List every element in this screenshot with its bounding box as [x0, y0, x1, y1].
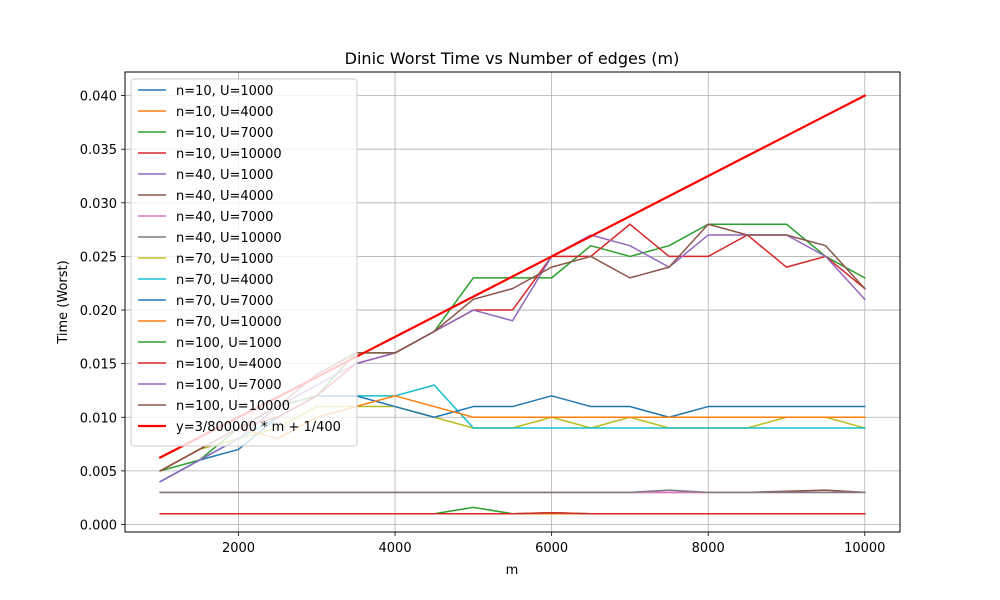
legend-label: n=40, U=1000: [176, 168, 273, 183]
legend-label: n=100, U=10000: [176, 399, 290, 414]
x-axis-label: m: [506, 563, 519, 578]
y-tick-label: 0.005: [80, 465, 117, 480]
y-tick-label: 0.035: [80, 143, 117, 158]
series-line-7: [159, 489, 866, 494]
legend-frame: [130, 78, 358, 447]
legend-label: n=70, U=10000: [176, 315, 282, 330]
y-axis: 0.000 0.005 0.010 0.015 0.020 0.025 0.030 0.035…: [80, 90, 125, 533]
y-tick-label: 0.000: [80, 518, 117, 533]
legend-label: n=40, U=10000: [176, 231, 282, 246]
x-tick-label: 6000: [535, 541, 568, 556]
x-tick-label: 4000: [379, 541, 412, 556]
legend-label: y=3/800000 * m + 1/400: [176, 420, 341, 435]
legend-label: n=10, U=10000: [176, 147, 282, 162]
legend-label: n=70, U=7000: [176, 294, 273, 309]
legend-label: n=40, U=4000: [176, 189, 273, 204]
legend-label: n=70, U=1000: [176, 252, 273, 267]
y-tick-label: 0.040: [80, 90, 117, 105]
chart-title: Dinic Worst Time vs Number of edges (m): [345, 49, 680, 68]
legend-label: n=10, U=1000: [176, 84, 273, 99]
y-tick-label: 0.025: [80, 250, 117, 265]
legend-label: n=40, U=7000: [176, 210, 273, 225]
axes-frame: [124, 71, 901, 533]
legend-label: n=10, U=7000: [176, 126, 273, 141]
series-line-3: [159, 511, 866, 515]
x-axis: 2000 4000 6000 8000 10000: [222, 532, 885, 556]
y-tick-label: 0.020: [80, 304, 117, 319]
y-tick-label: 0.015: [80, 358, 117, 373]
y-tick-label: 0.010: [80, 411, 117, 426]
legend-label: n=100, U=1000: [176, 336, 282, 351]
legend-label: n=100, U=7000: [176, 378, 282, 393]
x-tick-label: 2000: [222, 541, 255, 556]
legend-label: n=10, U=4000: [176, 105, 273, 120]
legend: n=10, U=1000 n=10, U=4000 n=10, U=7000 n=10…: [130, 78, 358, 447]
y-tick-label: 0.030: [80, 197, 117, 212]
y-axis-label: Time (Worst): [56, 260, 71, 344]
legend-label: n=100, U=4000: [176, 357, 282, 372]
x-tick-label: 8000: [692, 541, 725, 556]
legend-label: n=70, U=4000: [176, 273, 273, 288]
x-tick-label: 10000: [844, 541, 885, 556]
